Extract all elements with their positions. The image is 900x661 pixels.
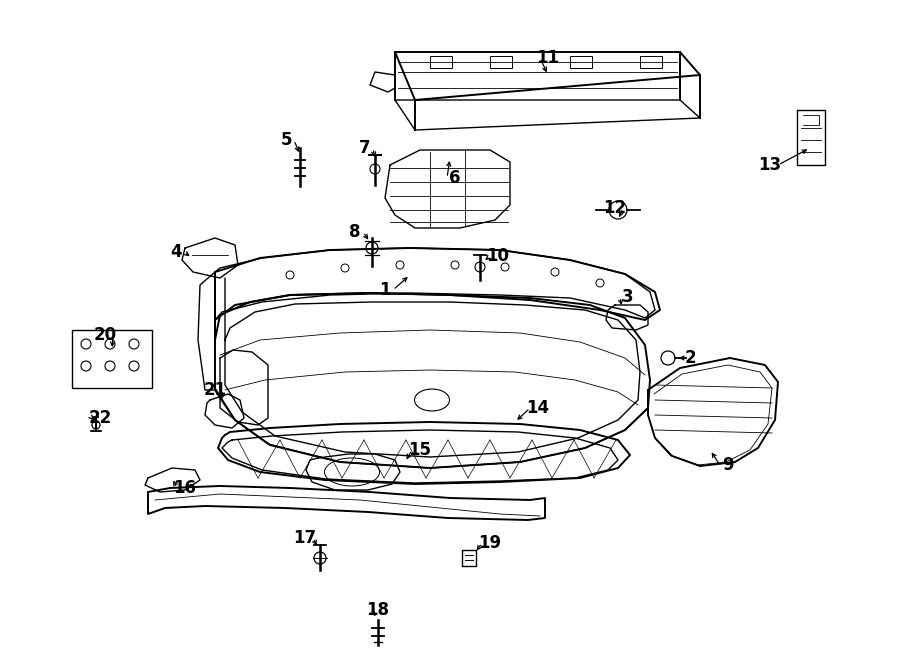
Bar — [490, 56, 512, 68]
Bar — [430, 56, 452, 68]
Text: 21: 21 — [203, 381, 227, 399]
Text: 11: 11 — [536, 49, 560, 67]
Text: 5: 5 — [280, 131, 292, 149]
Bar — [640, 56, 662, 68]
Text: 10: 10 — [487, 247, 509, 265]
Text: 7: 7 — [359, 139, 371, 157]
Text: 6: 6 — [449, 169, 461, 187]
Text: 22: 22 — [88, 409, 112, 427]
Text: 19: 19 — [479, 534, 501, 552]
Text: 4: 4 — [170, 243, 182, 261]
Text: 18: 18 — [366, 601, 390, 619]
Bar — [570, 56, 592, 68]
Text: 16: 16 — [174, 479, 196, 497]
Text: 12: 12 — [603, 199, 626, 217]
Text: 8: 8 — [349, 223, 361, 241]
Text: 15: 15 — [409, 441, 431, 459]
Text: 3: 3 — [622, 288, 634, 306]
Text: 1: 1 — [379, 281, 391, 299]
Text: 13: 13 — [759, 156, 781, 174]
Text: 17: 17 — [293, 529, 317, 547]
Text: 9: 9 — [722, 456, 734, 474]
Text: 14: 14 — [526, 399, 550, 417]
Text: 2: 2 — [684, 349, 696, 367]
Text: 20: 20 — [94, 326, 117, 344]
